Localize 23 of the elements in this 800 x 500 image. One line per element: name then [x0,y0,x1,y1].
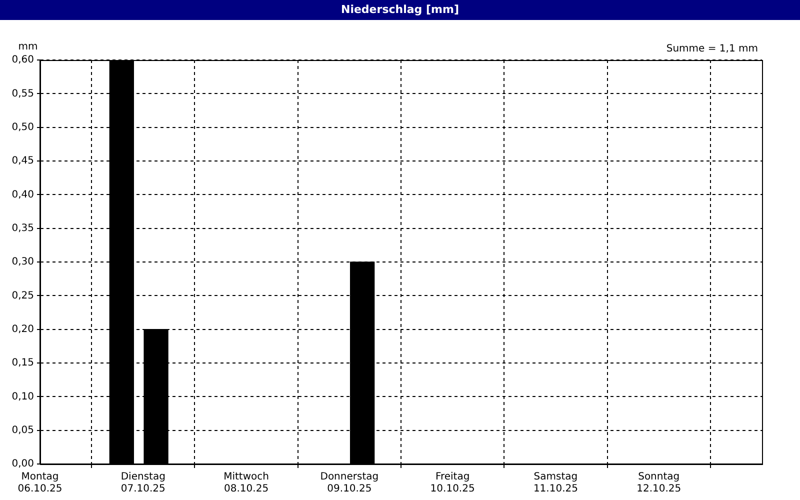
y-axis-title: mm [18,42,38,53]
y-tick-label: 0,05 [12,424,34,436]
y-tick-label: 0,45 [12,156,34,167]
x-tick-label: Dienstag 07.10.25 [120,472,166,495]
chart-title: Niederschlag [mm] [0,0,800,20]
x-tick-label: Mittwoch 08.10.25 [224,472,269,495]
y-tick-label: 0,50 [12,122,34,133]
text: Summe = 1,1 mm [666,44,758,55]
y-tick-label: 0,15 [12,358,34,369]
x-tick-label: Montag 06.10.25 [18,472,62,495]
y-tick-label: 0,20 [12,324,34,335]
x-tick-label: Donnerstag 09.10.25 [320,472,379,495]
x-tick-label: Sonntag 12.10.25 [636,472,682,495]
x-tick-label: Samstag 11.10.25 [533,472,578,495]
y-tick-label: 0,10 [12,391,34,402]
y-tick-label: 0,25 [12,290,34,302]
y-tick-label: 0,35 [12,222,34,234]
x-tick-label: Freitag 10.10.25 [430,472,475,495]
y-tick-label: 0,00 [12,458,34,470]
y-tick-label: 0,55 [12,88,34,100]
y-tick-label: 0,40 [12,189,34,200]
y-tick-label: 0,60 [12,54,34,66]
y-tick-label: 0,30 [12,256,34,268]
